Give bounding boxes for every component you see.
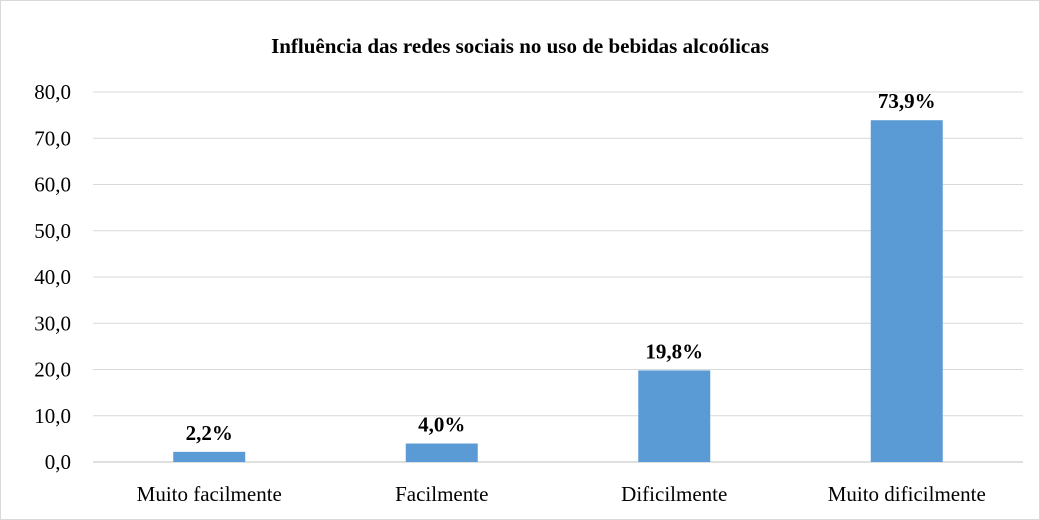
x-category-label: Dificilmente bbox=[621, 482, 727, 506]
y-tick-label: 40,0 bbox=[34, 265, 71, 289]
bar bbox=[173, 451, 246, 462]
chart-title: Influência das redes sociais no uso de b… bbox=[271, 34, 769, 58]
y-tick-label: 20,0 bbox=[34, 358, 71, 382]
y-tick-label: 30,0 bbox=[34, 311, 71, 335]
y-tick-label: 50,0 bbox=[34, 219, 71, 243]
data-label: 73,9% bbox=[878, 89, 936, 113]
data-label: 19,8% bbox=[645, 339, 703, 363]
x-category-label: Muito facilmente bbox=[137, 482, 282, 506]
bars bbox=[173, 120, 943, 463]
data-labels: 2,2% 4,0% 19,8% 73,9% bbox=[186, 89, 936, 445]
x-category-label: Facilmente bbox=[395, 482, 488, 506]
data-label: 2,2% bbox=[186, 421, 233, 445]
bar bbox=[405, 443, 478, 462]
gridlines bbox=[93, 91, 1023, 463]
y-tick-label: 80,0 bbox=[34, 80, 71, 104]
x-axis-categories: Muito facilmente Facilmente Dificilmente Mu… bbox=[137, 482, 986, 506]
y-tick-label: 10,0 bbox=[34, 404, 71, 428]
data-label: 4,0% bbox=[418, 413, 465, 437]
y-tick-label: 60,0 bbox=[34, 173, 71, 197]
bar bbox=[870, 120, 943, 463]
x-category-label: Muito dificilmente bbox=[828, 482, 986, 506]
y-axis-ticks: 0,0 10,0 20,0 30,0 40,0 50,0 60,0 70,0 80,0 bbox=[34, 80, 71, 474]
bar bbox=[638, 370, 711, 462]
y-tick-label: 0,0 bbox=[45, 450, 71, 474]
y-tick-label: 70,0 bbox=[34, 126, 71, 150]
